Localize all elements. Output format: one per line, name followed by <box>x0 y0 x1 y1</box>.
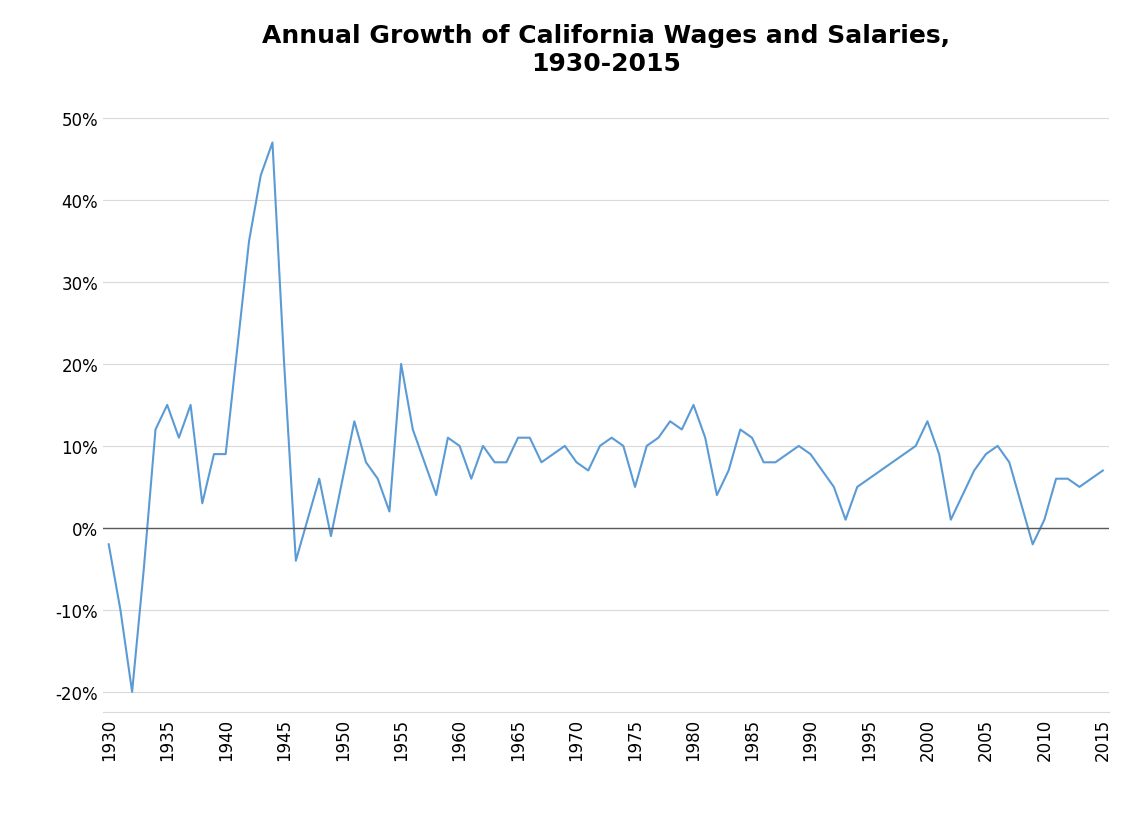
Title: Annual Growth of California Wages and Salaries,
1930-2015: Annual Growth of California Wages and Sa… <box>262 24 950 75</box>
